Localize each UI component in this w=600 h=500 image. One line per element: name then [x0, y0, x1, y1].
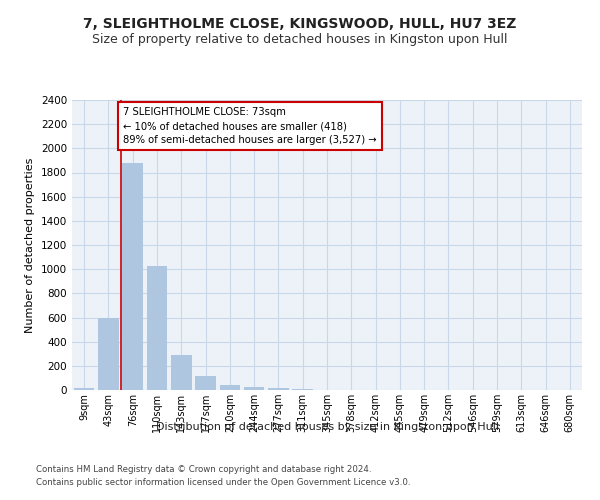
Bar [171, 355, 191, 390]
Text: Size of property relative to detached houses in Kingston upon Hull: Size of property relative to detached ho… [92, 32, 508, 46]
Bar [74, 388, 94, 390]
Bar [98, 318, 119, 390]
Bar [220, 385, 240, 390]
Bar [146, 266, 167, 390]
Text: 7, SLEIGHTHOLME CLOSE, KINGSWOOD, HULL, HU7 3EZ: 7, SLEIGHTHOLME CLOSE, KINGSWOOD, HULL, … [83, 18, 517, 32]
Bar [195, 376, 216, 390]
Y-axis label: Number of detached properties: Number of detached properties [25, 158, 35, 332]
Bar [268, 388, 289, 390]
Text: Distribution of detached houses by size in Kingston upon Hull: Distribution of detached houses by size … [155, 422, 499, 432]
Bar [122, 163, 143, 390]
Text: Contains public sector information licensed under the Open Government Licence v3: Contains public sector information licen… [36, 478, 410, 487]
Bar [244, 387, 265, 390]
Text: Contains HM Land Registry data © Crown copyright and database right 2024.: Contains HM Land Registry data © Crown c… [36, 466, 371, 474]
Text: 7 SLEIGHTHOLME CLOSE: 73sqm
← 10% of detached houses are smaller (418)
89% of se: 7 SLEIGHTHOLME CLOSE: 73sqm ← 10% of det… [123, 108, 377, 146]
